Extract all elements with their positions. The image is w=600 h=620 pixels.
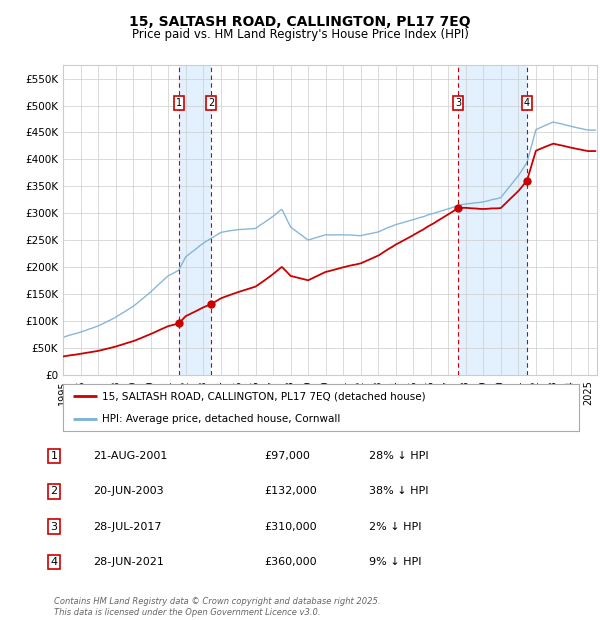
Text: 28-JUN-2021: 28-JUN-2021 (93, 557, 164, 567)
Text: HPI: Average price, detached house, Cornwall: HPI: Average price, detached house, Corn… (101, 414, 340, 424)
Text: £97,000: £97,000 (264, 451, 310, 461)
Text: 2: 2 (208, 98, 214, 108)
Text: 20-JUN-2003: 20-JUN-2003 (93, 486, 164, 497)
Text: 15, SALTASH ROAD, CALLINGTON, PL17 7EQ (detached house): 15, SALTASH ROAD, CALLINGTON, PL17 7EQ (… (101, 391, 425, 401)
Text: 1: 1 (176, 98, 182, 108)
Bar (179, 65, 211, 375)
Text: £132,000: £132,000 (264, 486, 317, 497)
Text: £310,000: £310,000 (264, 521, 317, 532)
Bar (458, 65, 527, 375)
Text: 28% ↓ HPI: 28% ↓ HPI (369, 451, 428, 461)
Text: 2: 2 (50, 486, 58, 497)
Text: 4: 4 (524, 98, 530, 108)
Text: £360,000: £360,000 (264, 557, 317, 567)
Text: 38% ↓ HPI: 38% ↓ HPI (369, 486, 428, 497)
Text: 2% ↓ HPI: 2% ↓ HPI (369, 521, 421, 532)
Text: 4: 4 (50, 557, 58, 567)
Text: Contains HM Land Registry data © Crown copyright and database right 2025.
This d: Contains HM Land Registry data © Crown c… (54, 598, 380, 617)
Text: 15, SALTASH ROAD, CALLINGTON, PL17 7EQ: 15, SALTASH ROAD, CALLINGTON, PL17 7EQ (129, 16, 471, 30)
Text: 3: 3 (455, 98, 461, 108)
Text: 1: 1 (50, 451, 58, 461)
Text: 3: 3 (50, 521, 58, 532)
Text: 28-JUL-2017: 28-JUL-2017 (93, 521, 161, 532)
Text: Price paid vs. HM Land Registry's House Price Index (HPI): Price paid vs. HM Land Registry's House … (131, 28, 469, 41)
Text: 9% ↓ HPI: 9% ↓ HPI (369, 557, 421, 567)
Text: 21-AUG-2001: 21-AUG-2001 (93, 451, 167, 461)
